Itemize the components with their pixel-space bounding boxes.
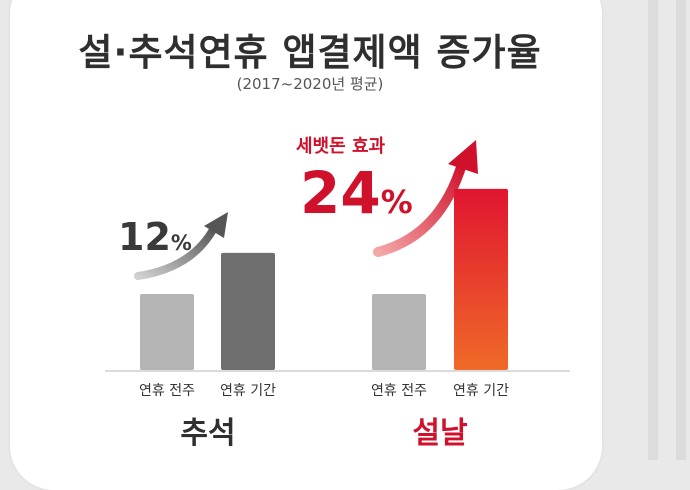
bar-설날-0: [372, 294, 426, 370]
category-label: 연휴 기간: [220, 383, 276, 399]
background-stripe: [676, 0, 686, 460]
chuseok-increase-arrow: [134, 224, 218, 280]
category-label: 연휴 전주: [371, 383, 427, 399]
chart-subtitle: (2017~2020년 평균): [236, 75, 384, 93]
category-label: 연휴 기간: [453, 383, 509, 399]
category-label: 연휴 전주: [139, 383, 195, 399]
seollal-annotation: 세뱃돈 효과: [296, 136, 386, 157]
bar-추석-0: [140, 294, 194, 370]
seollal-arrow-head: [448, 140, 478, 174]
bar-설날-1: [454, 188, 508, 370]
seollal-increase-arrow: [373, 159, 467, 257]
chuseok-increase-label: 12%: [118, 215, 192, 259]
chuseok-arrow-head: [204, 212, 228, 238]
chart-title: 설·추석연휴 앱결제액 증가율: [78, 31, 542, 74]
seollal-increase-label: 24%: [300, 159, 413, 227]
bar-추석-1: [221, 252, 275, 370]
background-stripe: [648, 0, 658, 460]
bar-chart: [105, 140, 570, 372]
group-label: 설날: [412, 416, 468, 451]
group-label: 추석: [180, 416, 236, 451]
